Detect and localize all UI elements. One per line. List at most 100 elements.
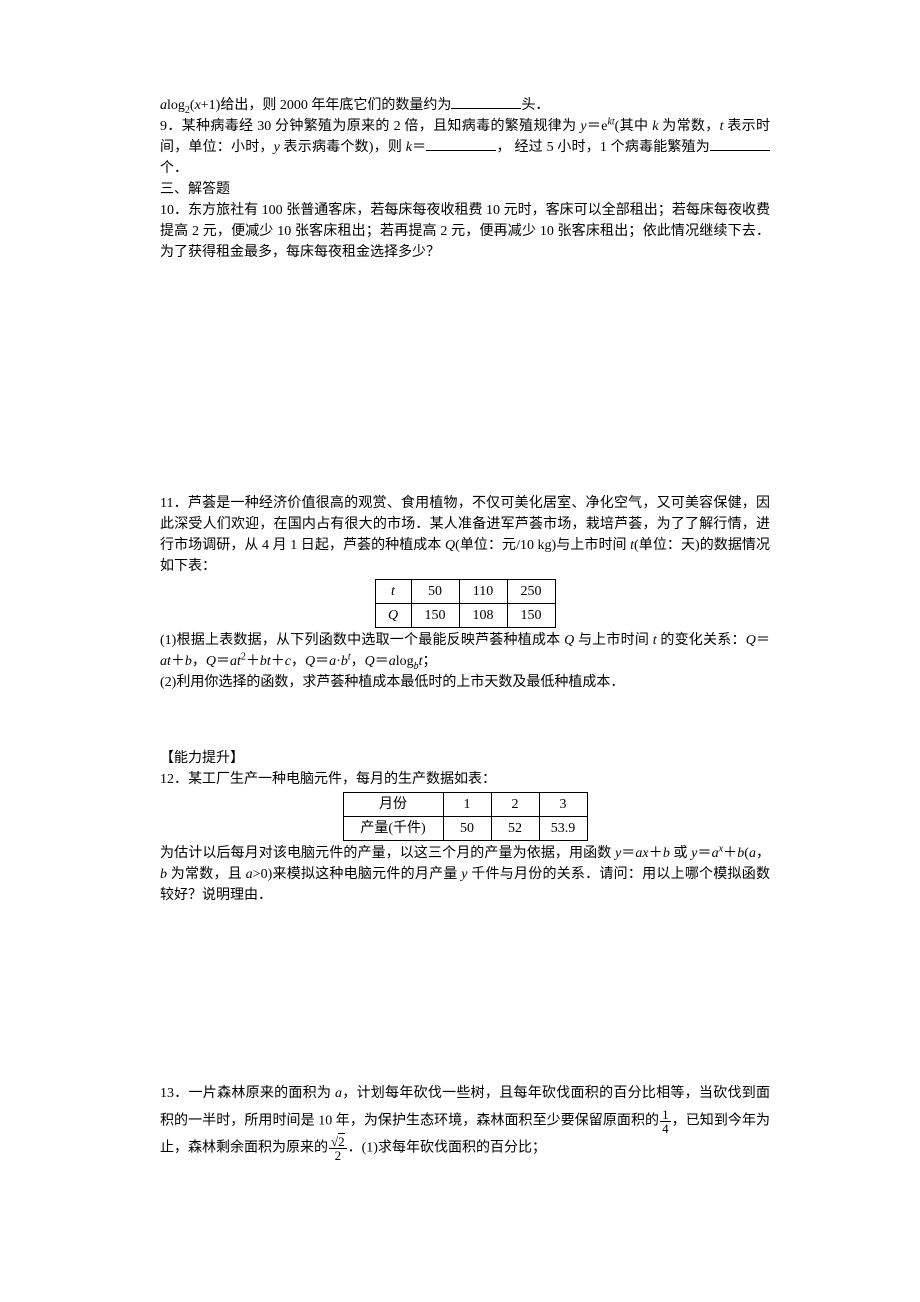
q11-p1-c: 的变化关系： [657, 633, 746, 648]
ability-header: 【能力提升】 [160, 748, 770, 769]
q9-text-b: (其中 [615, 119, 653, 134]
q9-eq: ＝e [587, 119, 608, 134]
q11-intro: 11．芦荟是一种经济价值很高的观赏、食用植物，不仅可美化居室、净化空气，又可美容… [160, 493, 770, 577]
var-a12: a [749, 846, 756, 861]
table-row: Q 150 108 150 [375, 604, 555, 628]
q11-part2: (2)利用你选择的函数，求芦荟种植成本最低时的上市天数及最低种植成本． [160, 672, 770, 693]
m1-plus: ＋ [171, 654, 185, 669]
q9-text-c: 为常数， [658, 119, 719, 134]
q9-text-e: 表示病毒个数)，则 [280, 140, 406, 155]
var-a: a [160, 98, 167, 113]
m-eq3: ＝ [315, 654, 329, 669]
q11-part1: (1)根据上表数据，从下列函数中选取一个最能反映芦荟种植成本 Q 与上市时间 t… [160, 630, 770, 672]
q11-p1-b: 与上市时间 [574, 633, 653, 648]
m-sep2: ， [291, 654, 305, 669]
table-row: 月份 1 2 3 [343, 793, 587, 817]
q12-plus1: ＋ [649, 846, 663, 861]
table-cell: 3 [539, 793, 587, 817]
q9: 9．某种病毒经 30 分钟繁殖为原来的 2 倍，且知病毒的繁殖规律为 y＝ekt… [160, 116, 770, 179]
q12-intro: 12．某工厂生产一种电脑元件，每月的生产数据如表： [160, 769, 770, 790]
q12-table: 月份 1 2 3 产量(千件) 50 52 53.9 [343, 792, 588, 841]
frac-num: 1 [660, 1108, 671, 1122]
m-end: ； [423, 654, 437, 669]
q12-text-ba: 为估计以后每月对该电脑元件的产量，以这三个月的产量为依据，用函数 [160, 846, 615, 861]
var-Q: Q [445, 538, 455, 553]
q12-text-bc: 为常数，且 [167, 867, 246, 882]
m1-b: b [185, 654, 192, 669]
m-Q2: Q [206, 654, 216, 669]
m2-at: at [230, 654, 241, 669]
table-cell: 2 [491, 793, 539, 817]
m-eq1: ＝ [756, 633, 770, 648]
cell-label-output: 产量(千件) [343, 817, 443, 841]
table-cell: 110 [459, 580, 507, 604]
table-row: 产量(千件) 50 52 53.9 [343, 817, 587, 841]
m-sep3: ， [351, 654, 365, 669]
q9-unit: 个． [160, 161, 188, 176]
m-eq4: ＝ [375, 654, 389, 669]
m2-plus2: ＋ [271, 654, 285, 669]
q8-tail: alog2(x+1)给出，则 2000 年年底它们的数量约为头． [160, 95, 770, 116]
table-cell: 150 [411, 604, 459, 628]
var-ax: ax [635, 846, 648, 861]
table-cell: 52 [491, 817, 539, 841]
blank-q9-k [426, 137, 496, 151]
table-cell: 1 [443, 793, 491, 817]
q11-p1-a: (1)根据上表数据，从下列函数中选取一个最能反映芦荟种植成本 [160, 633, 564, 648]
q9-text-f: ， 经过 5 小时，1 个病毒能繁殖为 [496, 140, 710, 155]
q9-text-a: 9．某种病毒经 30 分钟繁殖为原来的 2 倍，且知病毒的繁殖规律为 [160, 119, 580, 134]
section-3-header: 三、解答题 [160, 179, 770, 200]
cell-label-t: t [375, 580, 411, 604]
answer-space-q11 [160, 693, 770, 748]
answer-space-q10 [160, 263, 770, 493]
m2-plus1: ＋ [246, 654, 260, 669]
cell-label-Q: Q [375, 604, 411, 628]
table-cell: 53.9 [539, 817, 587, 841]
cell-label-month: 月份 [343, 793, 443, 817]
m-Q3: Q [305, 654, 315, 669]
q12-comma: ， [756, 846, 770, 861]
m-Q4: Q [365, 654, 375, 669]
q13-text-d: ．(1)求每年砍伐面积的百分比； [348, 1141, 546, 1156]
m4-log: log [396, 654, 414, 669]
m-Q1: Q [746, 633, 756, 648]
m3-b: b [341, 654, 348, 669]
q12-body: 为估计以后每月对该电脑元件的产量，以这三个月的产量为依据，用函数 y＝ax＋b … [160, 843, 770, 906]
m-eq2: ＝ [216, 654, 230, 669]
m-sep1: ， [192, 654, 206, 669]
q11-text-b: (单位：元/10 kg)与上市时间 [455, 538, 630, 553]
log-base: 2 [185, 105, 190, 116]
fraction-1-4: 14 [659, 1108, 672, 1135]
q11-table: t 50 110 250 Q 150 108 150 [375, 579, 556, 628]
q8-text-a: +1)给出，则 2000 年年底它们的数量约为 [201, 98, 452, 113]
table-row: t 50 110 250 [375, 580, 555, 604]
sqrt-radicand: 2 [338, 1133, 345, 1149]
table-cell: 50 [443, 817, 491, 841]
m1-at: at [160, 654, 171, 669]
exp-kt: kt [607, 116, 614, 127]
table-cell: 50 [411, 580, 459, 604]
q12-plus2: ＋ [723, 846, 737, 861]
frac-den: 4 [660, 1122, 671, 1135]
table-cell: 250 [507, 580, 555, 604]
fraction-sqrt2-2: √22 [328, 1135, 348, 1162]
table-cell: 150 [507, 604, 555, 628]
frac-den2: 2 [329, 1149, 347, 1162]
answer-space-q12 [160, 906, 770, 1081]
q10: 10．东方旅社有 100 张普通客床，若每床每夜收租费 10 元时，客床可以全部… [160, 200, 770, 263]
q12-eq2: ＝ [697, 846, 711, 861]
var-b12: b [663, 846, 670, 861]
var-b12c: b [160, 867, 167, 882]
var-Q2: Q [564, 633, 574, 648]
table-cell: 108 [459, 604, 507, 628]
q12-gt0: >0)来模拟这种电脑元件的月产量 [253, 867, 462, 882]
blank-q9-count [710, 137, 770, 151]
m4-a: a [389, 654, 396, 669]
var-a-base: a [712, 846, 719, 861]
q9-eqsign: ＝ [412, 140, 426, 155]
m2-bt: bt [260, 654, 271, 669]
q12-or: 或 [670, 846, 691, 861]
q12-eq1: ＝ [621, 846, 635, 861]
frac-num-sqrt: √2 [329, 1135, 347, 1149]
blank-q8 [451, 95, 521, 109]
